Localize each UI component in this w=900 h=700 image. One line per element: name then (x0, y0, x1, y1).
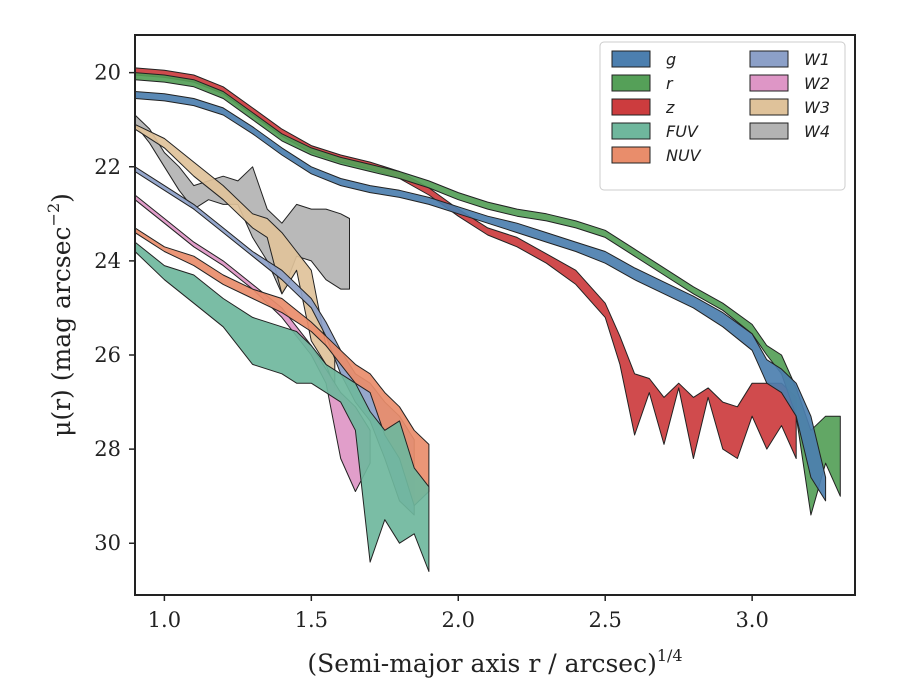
plot-frame (134, 34, 856, 596)
x-axis: 1.0 1.5 2.0 2.5 3.0 (148, 595, 769, 632)
legend-swatch-r (611, 74, 651, 92)
x-tick-label: 2.0 (442, 608, 475, 632)
y-axis-label: μ(r) (mag arcsec−2) (44, 193, 76, 437)
area-g (135, 91, 827, 502)
x-tick-label: 3.0 (735, 608, 768, 632)
legend-swatch-NUV (611, 146, 651, 164)
chart-areas (135, 67, 841, 572)
legend-label-NUV: NUV (666, 146, 702, 165)
x-tick-label: 1.5 (295, 608, 328, 632)
area-r (135, 72, 841, 516)
y-tick-label: 30 (94, 531, 121, 555)
legend-label-g: g (666, 50, 676, 69)
legend-swatch-W1 (749, 50, 789, 68)
y-axis-label-exponent: −2 (44, 203, 63, 227)
y-axis: 20 22 24 26 28 30 (94, 61, 135, 555)
x-axis-label-exponent: 1/4 (657, 646, 683, 665)
legend-swatch-g (611, 50, 651, 68)
legend-label-z: z (665, 98, 675, 117)
legend: grz FUV NUV W1 W2 W3 W4 (599, 41, 846, 191)
y-tick-label: 22 (94, 155, 121, 179)
legend-label-W3: W3 (804, 98, 830, 117)
y-tick-label: 24 (94, 249, 121, 273)
x-axis-label: (Semi-major axis r / arcsec)1/4 (307, 646, 682, 678)
legend-swatch-W4 (749, 122, 789, 140)
legend-label-r: r (666, 74, 674, 93)
y-tick-label: 26 (94, 343, 121, 367)
y-tick-label: 28 (94, 437, 121, 461)
area-FUV (135, 241, 430, 572)
legend-swatch-FUV (611, 122, 651, 140)
x-tick-label: 2.5 (589, 608, 622, 632)
legend-label-W2: W2 (804, 74, 830, 93)
x-tick-label: 1.0 (148, 608, 181, 632)
legend-swatch-W3 (749, 98, 789, 116)
legend-swatch-W2 (749, 74, 789, 92)
legend-label-W1: W1 (804, 50, 830, 69)
legend-label-FUV: FUV (666, 122, 699, 141)
y-axis-label-suffix: ) (47, 193, 76, 203)
legend-label-W4: W4 (804, 122, 830, 141)
legend-swatch-z (611, 98, 651, 116)
y-tick-label: 20 (94, 61, 121, 85)
